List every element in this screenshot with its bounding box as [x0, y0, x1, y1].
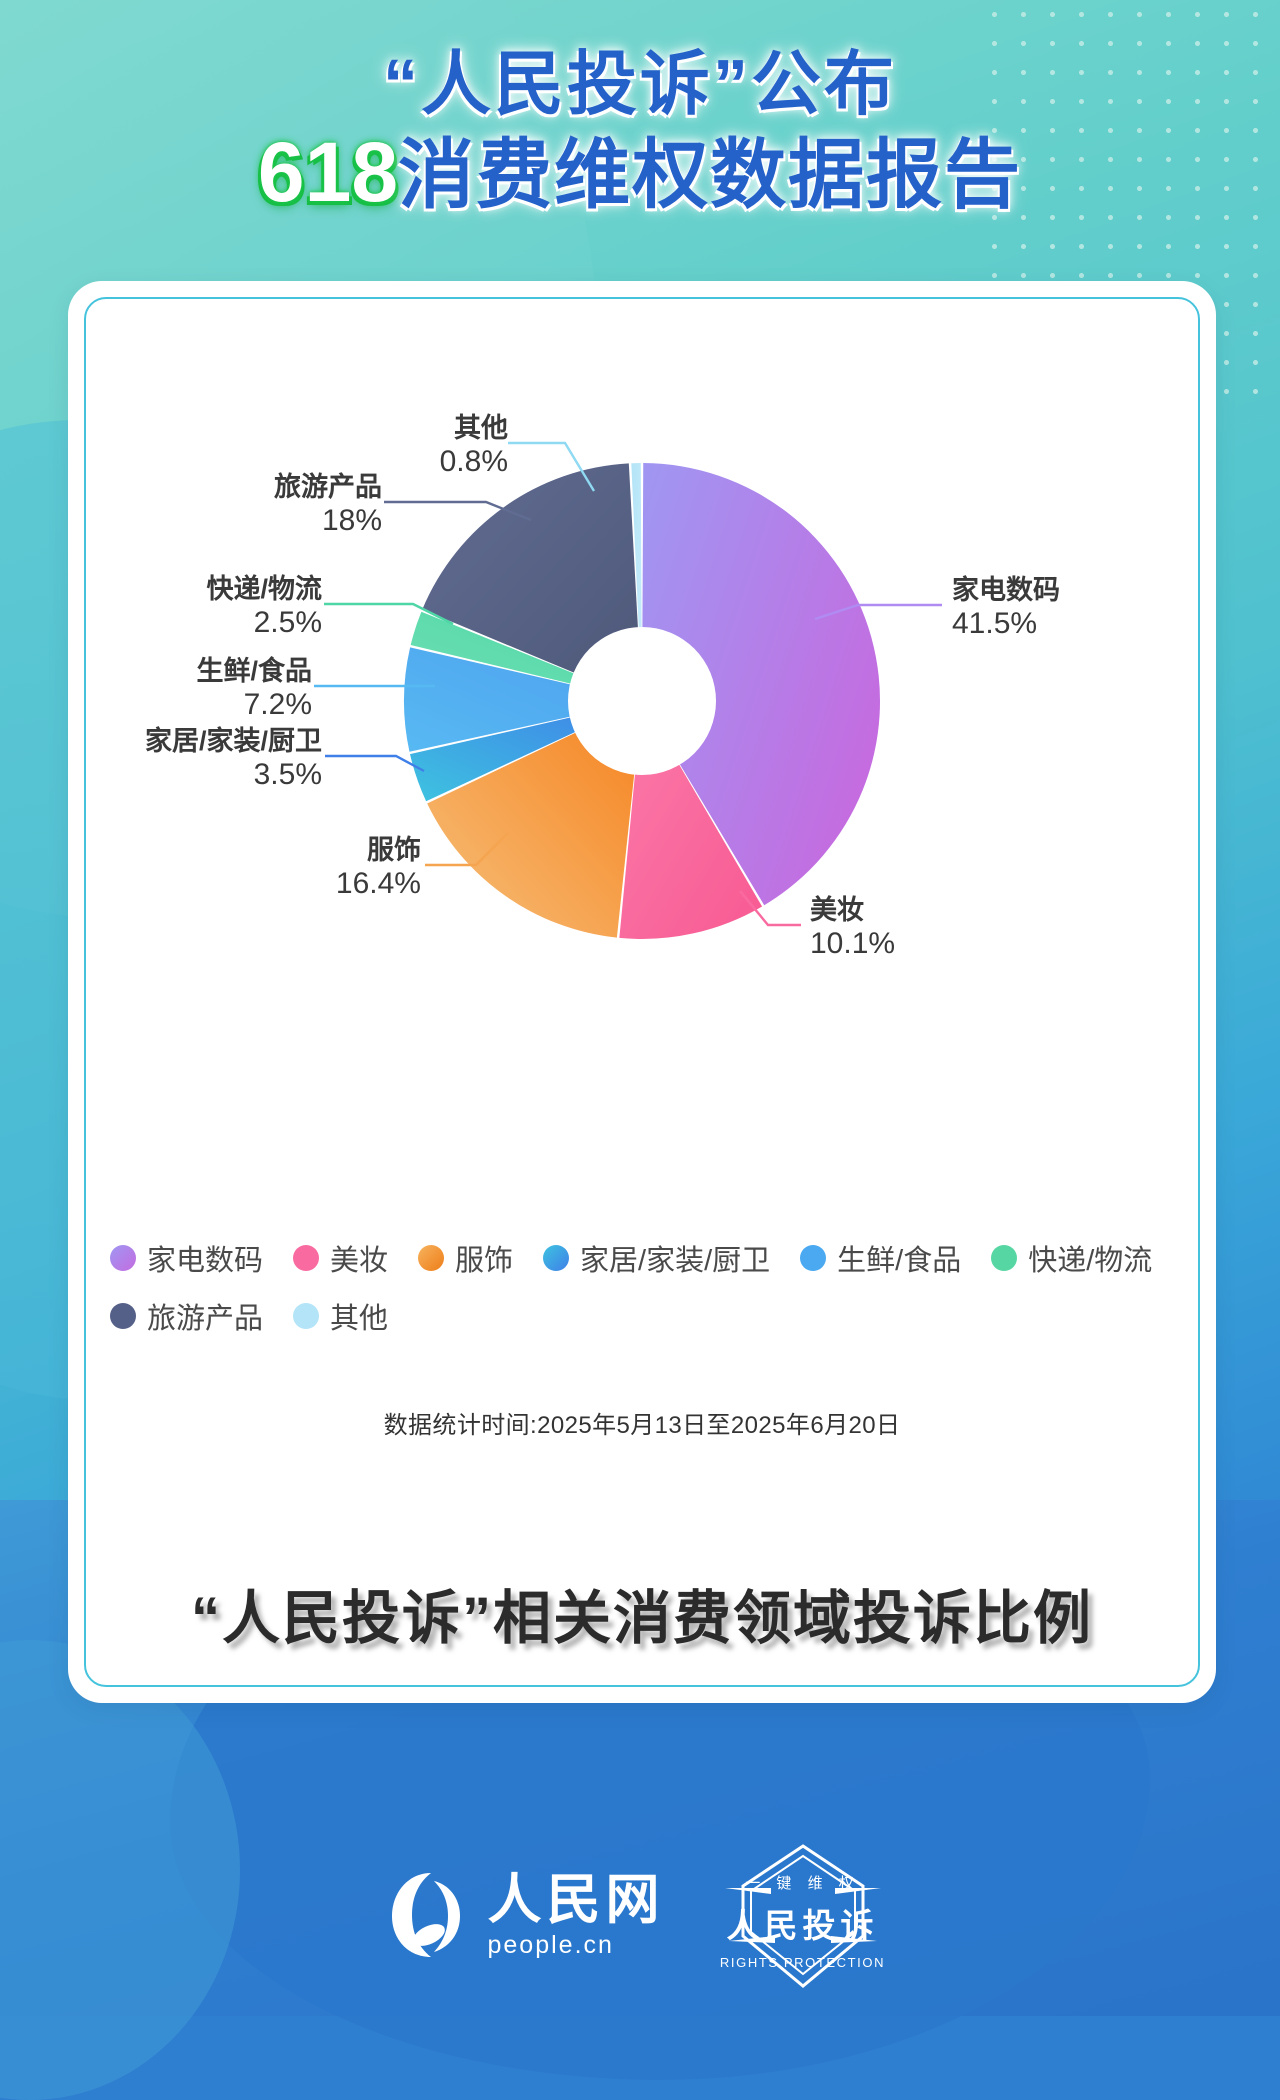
donut-hole: [568, 627, 716, 775]
people-cn-logo: 人民网 people.cn: [388, 1869, 665, 1961]
legend-item[interactable]: 家电数码: [110, 1233, 263, 1283]
legend-color-swatch: [800, 1245, 827, 1271]
callout-apparel-label: 服饰: [367, 835, 421, 865]
callout-beauty-label: 美妆: [810, 895, 864, 925]
donut-chart: [342, 401, 942, 1001]
donut-slice: [642, 463, 881, 906]
legend-item[interactable]: 快递/物流: [991, 1233, 1152, 1283]
legend-item-label: 其他: [330, 1303, 389, 1335]
donut-slice: [427, 701, 642, 938]
donut-chart-svg: [403, 463, 881, 940]
callout-other-label: 其他: [454, 413, 508, 443]
legend-item-label: 美妆: [330, 1245, 389, 1277]
content-card-inner-border: [84, 297, 1200, 1687]
callout-travel-value: 18%: [321, 504, 382, 537]
content-card: 其他 0.8% 旅游产品 18% 快递/物流 2.5% 生鲜/食品 7.2% 家…: [68, 281, 1216, 1703]
rights-protection-shield-logo: 一 键 维 权 人民投诉 RIGHTS PROTECTION: [713, 1840, 893, 1990]
callout-logistics-value: 2.5%: [253, 606, 322, 639]
callout-apparel: 服饰 16.4%: [263, 833, 421, 901]
chart-legend: 家电数码 美妆 服饰 家居/家装/厨卫 生鲜/食品 快递/物流旅游产品 其他: [110, 1233, 1174, 1341]
legend-color-swatch: [991, 1245, 1018, 1271]
callout-food-value: 7.2%: [243, 688, 312, 721]
legend-item-label: 生鲜/食品: [837, 1245, 962, 1277]
donut-slice: [422, 463, 642, 701]
callout-home-label: 家居/家装/厨卫: [144, 726, 322, 756]
legend-color-swatch: [110, 1245, 136, 1271]
callout-travel: 旅游产品 18%: [204, 470, 382, 538]
legend-item[interactable]: 美妆: [293, 1233, 388, 1283]
people-cn-chinese: 人民网: [487, 1869, 665, 1930]
callout-beauty-value: 10.1%: [810, 927, 896, 960]
people-globe-icon: [391, 1873, 460, 1957]
callout-travel-label: 旅游产品: [274, 472, 382, 502]
people-cn-domain: people.cn: [487, 1930, 614, 1959]
callout-beauty: 美妆 10.1%: [810, 893, 990, 961]
legend-color-swatch: [110, 1303, 136, 1329]
callout-appliance: 家电数码 41.5%: [952, 573, 1152, 641]
pie-chart-region: 其他 0.8% 旅游产品 18% 快递/物流 2.5% 生鲜/食品 7.2% 家…: [68, 371, 1216, 1211]
legend-item-label: 服饰: [455, 1245, 514, 1277]
callout-other-value: 0.8%: [439, 445, 508, 478]
callout-logistics: 快递/物流 2.5%: [134, 572, 322, 640]
callout-appliance-value: 41.5%: [952, 607, 1038, 640]
shield-outline-icon: [724, 1844, 881, 1988]
shield-brand: 人民投诉: [726, 1907, 879, 1944]
callout-logistics-label: 快递/物流: [206, 574, 322, 604]
callout-food: 生鲜/食品 7.2%: [124, 654, 312, 722]
poster-header: “人民投诉”公布 618消费维权数据报告: [0, 42, 1280, 222]
legend-item[interactable]: 其他: [293, 1291, 388, 1341]
legend-item[interactable]: 旅游产品: [110, 1291, 263, 1341]
legend-item[interactable]: 生鲜/食品: [800, 1233, 961, 1283]
callout-leader-lines: [314, 441, 942, 927]
legend-item[interactable]: 服饰: [418, 1233, 513, 1283]
legend-color-swatch: [418, 1245, 445, 1271]
shield-subtitle: RIGHTS PROTECTION: [719, 1955, 886, 1970]
callout-home: 家居/家装/厨卫 3.5%: [76, 724, 322, 792]
callout-apparel-value: 16.4%: [335, 867, 421, 900]
callout-appliance-label: 家电数码: [952, 575, 1060, 605]
title-618-number: 618: [257, 125, 399, 219]
poster-title-line2: 618消费维权数据报告: [0, 126, 1280, 222]
shield-tagline: 一 键 维 权: [745, 1875, 860, 1892]
legend-color-swatch: [293, 1245, 320, 1271]
legend-item-label: 家居/家装/厨卫: [580, 1245, 771, 1277]
footer-logos: 人民网 people.cn 一 键 维 权 人民投诉 RIGHTS PROTEC…: [0, 1840, 1280, 1990]
callout-food-label: 生鲜/食品: [196, 656, 312, 686]
legend-item[interactable]: 家居/家装/厨卫: [543, 1233, 770, 1283]
legend-color-swatch: [543, 1245, 570, 1271]
callout-other: 其他 0.8%: [368, 411, 508, 479]
poster-title-line1: “人民投诉”公布: [383, 45, 897, 123]
chart-caption-title: “人民投诉”相关消费领域投诉比例: [190, 1586, 1093, 1651]
people-cn-wordmark: 人民网 people.cn: [488, 1873, 665, 1958]
legend-color-swatch: [293, 1303, 320, 1329]
data-period-note: 数据统计时间:2025年5月13日至2025年6月20日: [383, 1412, 901, 1439]
legend-item-label: 家电数码: [147, 1245, 264, 1277]
title-line2-text: 消费维权数据报告: [398, 133, 1023, 218]
legend-item-label: 快递/物流: [1028, 1245, 1153, 1277]
legend-item-label: 旅游产品: [147, 1303, 264, 1335]
callout-home-value: 3.5%: [253, 758, 322, 791]
donut-slice: [403, 647, 642, 752]
